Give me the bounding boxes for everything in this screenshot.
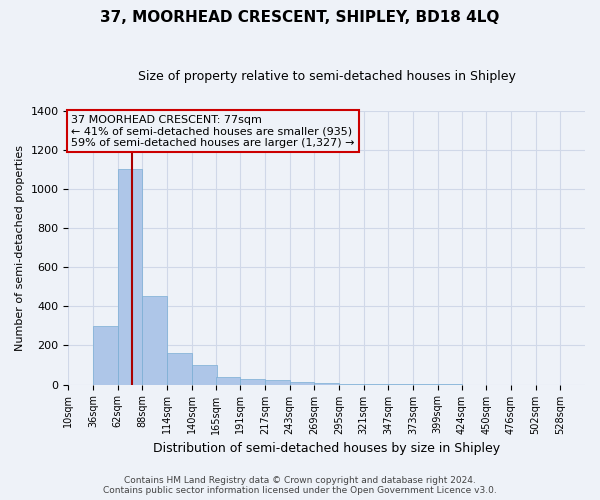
Text: 37 MOORHEAD CRESCENT: 77sqm
← 41% of semi-detached houses are smaller (935)
59% : 37 MOORHEAD CRESCENT: 77sqm ← 41% of sem… [71, 114, 355, 148]
X-axis label: Distribution of semi-detached houses by size in Shipley: Distribution of semi-detached houses by … [153, 442, 500, 455]
Bar [93, 326, 118, 384]
Bar [142, 296, 167, 384]
Text: 37, MOORHEAD CRESCENT, SHIPLEY, BD18 4LQ: 37, MOORHEAD CRESCENT, SHIPLEY, BD18 4LQ [100, 10, 500, 25]
Title: Size of property relative to semi-detached houses in Shipley: Size of property relative to semi-detach… [138, 70, 515, 83]
Bar [192, 365, 217, 384]
Bar [265, 380, 290, 384]
Bar [215, 376, 240, 384]
Bar [167, 354, 192, 384]
Bar [290, 382, 314, 384]
Bar [240, 378, 265, 384]
Bar [314, 383, 339, 384]
Bar [118, 170, 142, 384]
Y-axis label: Number of semi-detached properties: Number of semi-detached properties [15, 144, 25, 350]
Text: Contains HM Land Registry data © Crown copyright and database right 2024.
Contai: Contains HM Land Registry data © Crown c… [103, 476, 497, 495]
